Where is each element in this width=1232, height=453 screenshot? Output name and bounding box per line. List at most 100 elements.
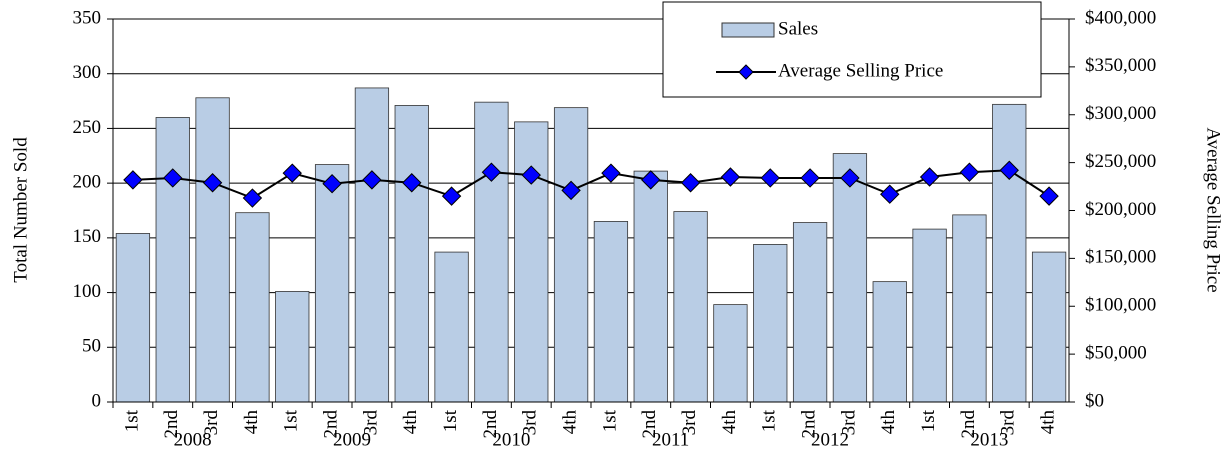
x-tick-label: 1st: [281, 409, 302, 432]
legend: Sales Average Selling Price: [662, 1, 1042, 98]
x-tick-label: 2nd: [320, 410, 341, 439]
legend-label: Average Selling Price: [778, 60, 943, 81]
x-group-label: 2013: [970, 429, 1008, 450]
x-tick-label: 1st: [121, 409, 142, 432]
bar: [992, 103, 1027, 403]
bar: [593, 221, 629, 403]
x-tick-label: 3rd: [998, 410, 1019, 436]
price-marker: [641, 170, 661, 190]
price-marker: [800, 168, 820, 188]
price-marker: [601, 163, 621, 183]
price-marker: [123, 170, 143, 190]
price-marker: [680, 173, 701, 193]
x-group-label: 2010: [492, 429, 530, 450]
y2-tick-label: $0: [1085, 390, 1104, 411]
bar: [354, 87, 390, 403]
price-marker: [481, 162, 502, 182]
y2-tick-label: $400,000: [1085, 7, 1156, 28]
bar: [314, 164, 350, 403]
x-tick-label: 1st: [759, 409, 780, 432]
y2-tick-label: $200,000: [1085, 199, 1156, 220]
price-marker: [322, 173, 342, 194]
x-tick-label: 2nd: [958, 410, 979, 439]
price-marker: [362, 170, 382, 190]
legend-marker: [738, 64, 754, 80]
price-marker: [999, 160, 1019, 180]
x-tick-label: 4th: [400, 410, 421, 435]
price-marker: [521, 165, 541, 185]
x-tick-label: 3rd: [520, 410, 541, 436]
bar: [155, 117, 190, 403]
price-marker: [1039, 186, 1059, 206]
price-marker: [720, 167, 741, 187]
x-tick-label: 4th: [559, 410, 580, 435]
price-marker: [840, 168, 860, 188]
y2-tick-label: $350,000: [1085, 55, 1156, 76]
price-marker: [441, 186, 462, 206]
bar: [235, 212, 270, 403]
bar: [753, 244, 788, 403]
y2-tick-label: $300,000: [1085, 103, 1156, 124]
price-line: [132, 169, 1050, 200]
y-tick-label: 200: [73, 172, 102, 193]
x-tick-label: 2nd: [798, 410, 819, 439]
price-marker: [561, 180, 581, 201]
x-group-label: 2008: [174, 429, 212, 450]
x-tick-label: 1st: [440, 409, 461, 432]
y-tick-label: 0: [92, 390, 102, 411]
price-marker: [919, 167, 940, 187]
legend-swatch: [721, 22, 775, 38]
bar: [115, 233, 151, 403]
y-tick-label: 250: [73, 117, 102, 138]
bar: [633, 170, 668, 403]
x-tick-label: 2nd: [480, 409, 501, 438]
x-tick-label: 1st: [599, 409, 620, 432]
bar: [434, 251, 469, 403]
price-marker: [282, 163, 302, 183]
x-tick-label: 3rd: [360, 410, 381, 436]
y-tick-label: 150: [73, 226, 102, 247]
price-marker: [760, 168, 780, 188]
y-tick-label: 300: [73, 62, 102, 83]
x-group-label: 2009: [333, 429, 371, 450]
x-group-label: 2012: [811, 429, 849, 450]
y2-tick-label: $250,000: [1085, 151, 1156, 172]
bar: [553, 107, 589, 403]
bar: [792, 222, 828, 403]
x-group-label: 2011: [652, 429, 689, 450]
bar: [514, 121, 549, 403]
y-tick-label: 100: [73, 281, 102, 302]
bar: [195, 97, 230, 403]
y2-tick-label: $50,000: [1085, 342, 1147, 363]
y2-tick-label: $100,000: [1085, 295, 1156, 316]
x-tick-label: 4th: [1037, 410, 1058, 435]
x-tick-label: 2nd: [161, 410, 182, 439]
x-tick-label: 3rd: [838, 410, 859, 436]
bar: [713, 304, 748, 403]
y-tick-label: 50: [82, 336, 101, 357]
x-tick-label: 3rd: [679, 410, 700, 436]
bar: [275, 291, 310, 403]
y-tick-label: 350: [73, 7, 102, 28]
bar: [673, 211, 708, 403]
x-tick-label: 4th: [719, 410, 740, 435]
legend-label: Sales: [778, 18, 818, 39]
bar: [872, 281, 907, 403]
legend-box: [662, 1, 1042, 98]
bar: [912, 228, 947, 403]
price-marker: [959, 162, 980, 182]
x-tick-label: 3rd: [201, 410, 222, 436]
bar: [474, 101, 509, 403]
price-marker: [880, 184, 900, 204]
bar: [832, 153, 868, 403]
y-axis-label: Total Number Sold: [10, 137, 31, 283]
x-tick-label: 4th: [878, 410, 899, 435]
y2-tick-label: $150,000: [1085, 247, 1156, 268]
x-tick-label: 4th: [241, 410, 262, 435]
bar: [1031, 251, 1067, 403]
price-marker: [202, 173, 223, 193]
price-marker: [402, 173, 422, 193]
x-tick-label: 2nd: [639, 410, 660, 439]
bar: [952, 214, 987, 403]
